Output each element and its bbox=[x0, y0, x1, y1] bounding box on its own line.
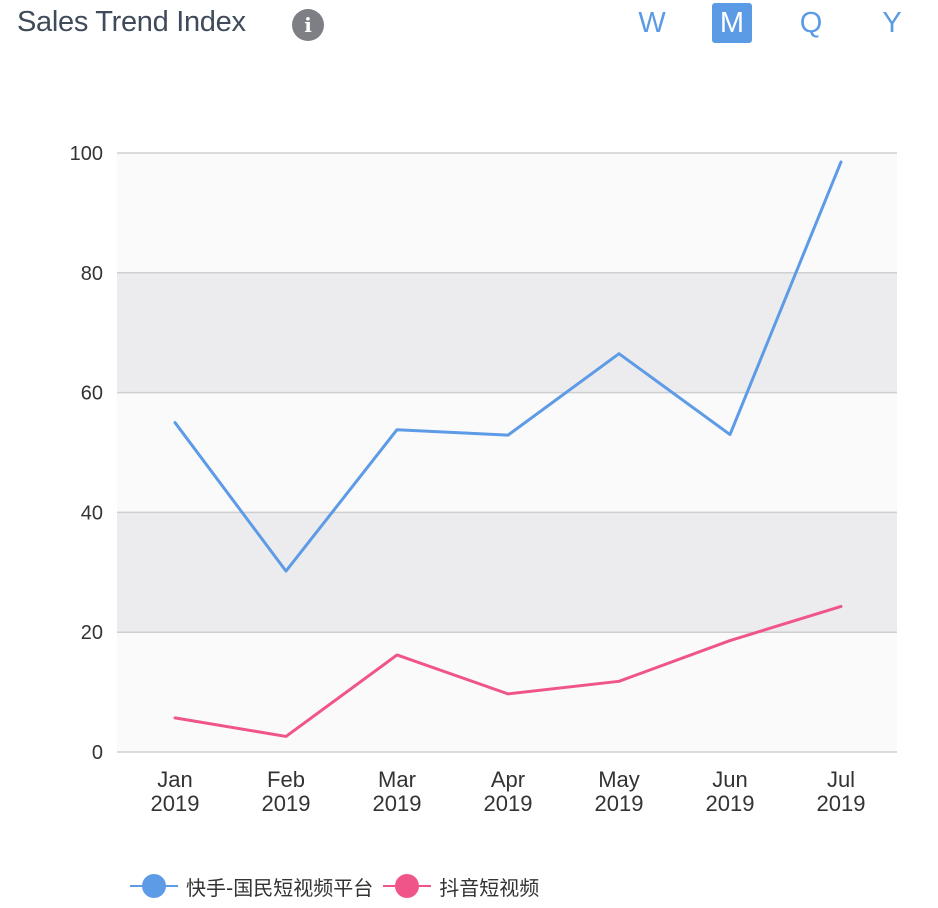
y-tick-label: 40 bbox=[81, 502, 103, 524]
y-tick-label: 60 bbox=[81, 383, 103, 405]
x-axis-ticks: Jan2019Feb2019Mar2019Apr2019May2019Jun20… bbox=[151, 767, 866, 816]
legend-item-series-1[interactable]: 快手-国民短视频平台 bbox=[130, 872, 373, 901]
x-tick-label-year: 2019 bbox=[373, 791, 422, 816]
y-tick-label: 20 bbox=[81, 622, 103, 644]
y-tick-label: 0 bbox=[92, 742, 103, 764]
legend-swatch-series-1 bbox=[130, 874, 178, 898]
period-quarter-button[interactable]: Q bbox=[799, 7, 823, 39]
legend-swatch-series-2 bbox=[383, 874, 432, 898]
x-tick-label-year: 2019 bbox=[595, 791, 644, 816]
period-week-button[interactable]: W bbox=[638, 7, 666, 39]
chart-header: Sales Trend Index i W M Q Y bbox=[0, 0, 938, 56]
background-band bbox=[117, 153, 897, 273]
series-line-1 bbox=[173, 160, 843, 573]
legend-label-series-1: 快手-国民短视频平台 bbox=[186, 875, 374, 900]
x-tick-label-year: 2019 bbox=[817, 791, 866, 816]
y-tick-label: 100 bbox=[70, 143, 103, 165]
info-icon[interactable]: i bbox=[292, 9, 324, 41]
legend-item-series-2[interactable]: 抖音短视频 bbox=[383, 872, 539, 901]
chart-background-bands bbox=[117, 153, 897, 752]
y-tick-label: 80 bbox=[81, 263, 103, 285]
page-title: Sales Trend Index bbox=[17, 6, 246, 38]
x-tick-label-month: Feb bbox=[267, 767, 305, 792]
background-band bbox=[117, 272, 897, 393]
chart-gridlines bbox=[117, 152, 897, 753]
legend-label-series-2: 抖音短视频 bbox=[439, 875, 540, 900]
x-tick-label-month: Mar bbox=[378, 767, 416, 792]
chart-series-lines bbox=[173, 160, 843, 738]
period-month-button[interactable]: M bbox=[712, 3, 752, 43]
x-tick-label-year: 2019 bbox=[484, 791, 533, 816]
x-tick-label-month: May bbox=[598, 767, 640, 792]
x-tick-label-month: Apr bbox=[491, 767, 525, 792]
x-tick-label-year: 2019 bbox=[706, 791, 755, 816]
series-line-2 bbox=[173, 604, 843, 738]
period-year-button[interactable]: Y bbox=[882, 7, 902, 39]
x-tick-label-year: 2019 bbox=[262, 791, 311, 816]
y-axis-ticks: 0 20 40 60 80 100 bbox=[70, 143, 103, 764]
x-tick-label-month: Jul bbox=[827, 767, 855, 792]
x-tick-label-month: Jun bbox=[712, 767, 747, 792]
x-tick-label-year: 2019 bbox=[151, 791, 200, 816]
x-tick-label-month: Jan bbox=[157, 767, 192, 792]
chart-legend: 快手-国民短视频平台 抖音短视频 bbox=[130, 868, 549, 904]
background-band bbox=[117, 392, 897, 513]
background-band bbox=[117, 512, 897, 633]
